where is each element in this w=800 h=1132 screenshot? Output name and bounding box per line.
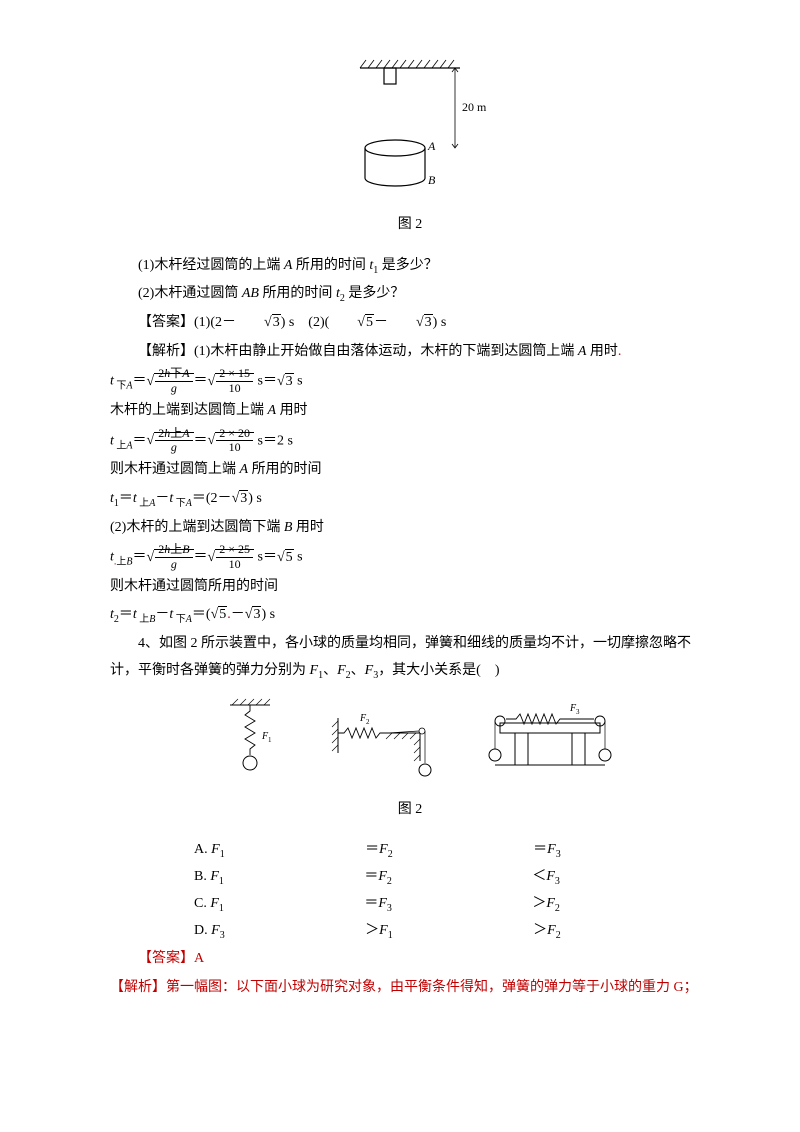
option-b: B. F1＝F2＜F3 bbox=[194, 864, 700, 891]
explanation-2: 【解析】第一幅图：以下面小球为研究对象，由平衡条件得知，弹簧的弹力等于小球的重力… bbox=[110, 975, 710, 1002]
line-4: (2)木杆的上端到达圆筒下端 B 用时 bbox=[110, 515, 710, 542]
fig1-caption: 图 2 bbox=[110, 212, 710, 239]
equation-4: t.上B＝2h上Bg＝2 × 2510 s＝5 s bbox=[110, 543, 710, 572]
line-3: 则木杆通过圆筒上端 A 所用的时间 bbox=[110, 457, 710, 484]
figure-2: F 1 F 2 bbox=[110, 693, 710, 793]
question-1: (1)木杆经过圆筒的上端 A 所用的时间 t1 是多少？ bbox=[110, 253, 710, 280]
fig1-height-label: 20 m bbox=[462, 100, 487, 114]
fig2-svg: F 1 F 2 bbox=[190, 693, 630, 793]
answer-2: 【答案】A bbox=[110, 946, 710, 973]
question-2: (2)木杆通过圆筒 AB 所用的时间 t2 是多少？ bbox=[110, 281, 710, 308]
fig1-svg: 20 m A B bbox=[330, 48, 490, 208]
fig1-point-a: A bbox=[427, 139, 436, 153]
fig1-point-b: B bbox=[428, 173, 436, 187]
explanation-1-intro: 【解析】(1)木杆由静止开始做自由落体运动，木杆的下端到达圆筒上端 A 用时. bbox=[110, 339, 710, 366]
figure-1: 20 m A B bbox=[110, 48, 710, 208]
equation-5: t2＝t 上B－t 下A＝(5.－3) s bbox=[110, 602, 710, 629]
options-row-2: C. F1＝F3＞F2 D. F3＞F1＞F2 bbox=[194, 891, 710, 945]
fig2-caption: 图 2 bbox=[110, 797, 710, 824]
equation-3: t1＝t 上A－t 下A＝(2－3) s bbox=[110, 486, 710, 513]
option-c: C. F1＝F3＞F2 bbox=[194, 891, 700, 918]
option-d: D. F3＞F1＞F2 bbox=[194, 918, 701, 945]
svg-text:3: 3 bbox=[576, 708, 580, 716]
equation-2: t 上A＝2h上Ag＝2 × 2010 s＝2 s bbox=[110, 427, 710, 456]
answer-line-1: 【答案】(1)(2－3) s (2)(5－3) s bbox=[110, 310, 710, 337]
option-a: A. F1＝F2＝F3 bbox=[194, 837, 701, 864]
svg-text:1: 1 bbox=[268, 736, 272, 744]
line-2: 木杆的上端到达圆筒上端 A 用时 bbox=[110, 398, 710, 425]
line-5: 则木杆通过圆筒所用的时间 bbox=[110, 574, 710, 601]
options-row-1: A. F1＝F2＝F3 B. F1＝F2＜F3 bbox=[194, 837, 710, 891]
equation-1: t 下A＝2h下Ag＝2 × 1510 s＝3 s bbox=[110, 367, 710, 396]
question-4: 4、如图 2 所示装置中，各小球的质量均相同，弹簧和细线的质量均不计，一切摩擦忽… bbox=[110, 631, 710, 684]
svg-text:2: 2 bbox=[366, 718, 370, 726]
